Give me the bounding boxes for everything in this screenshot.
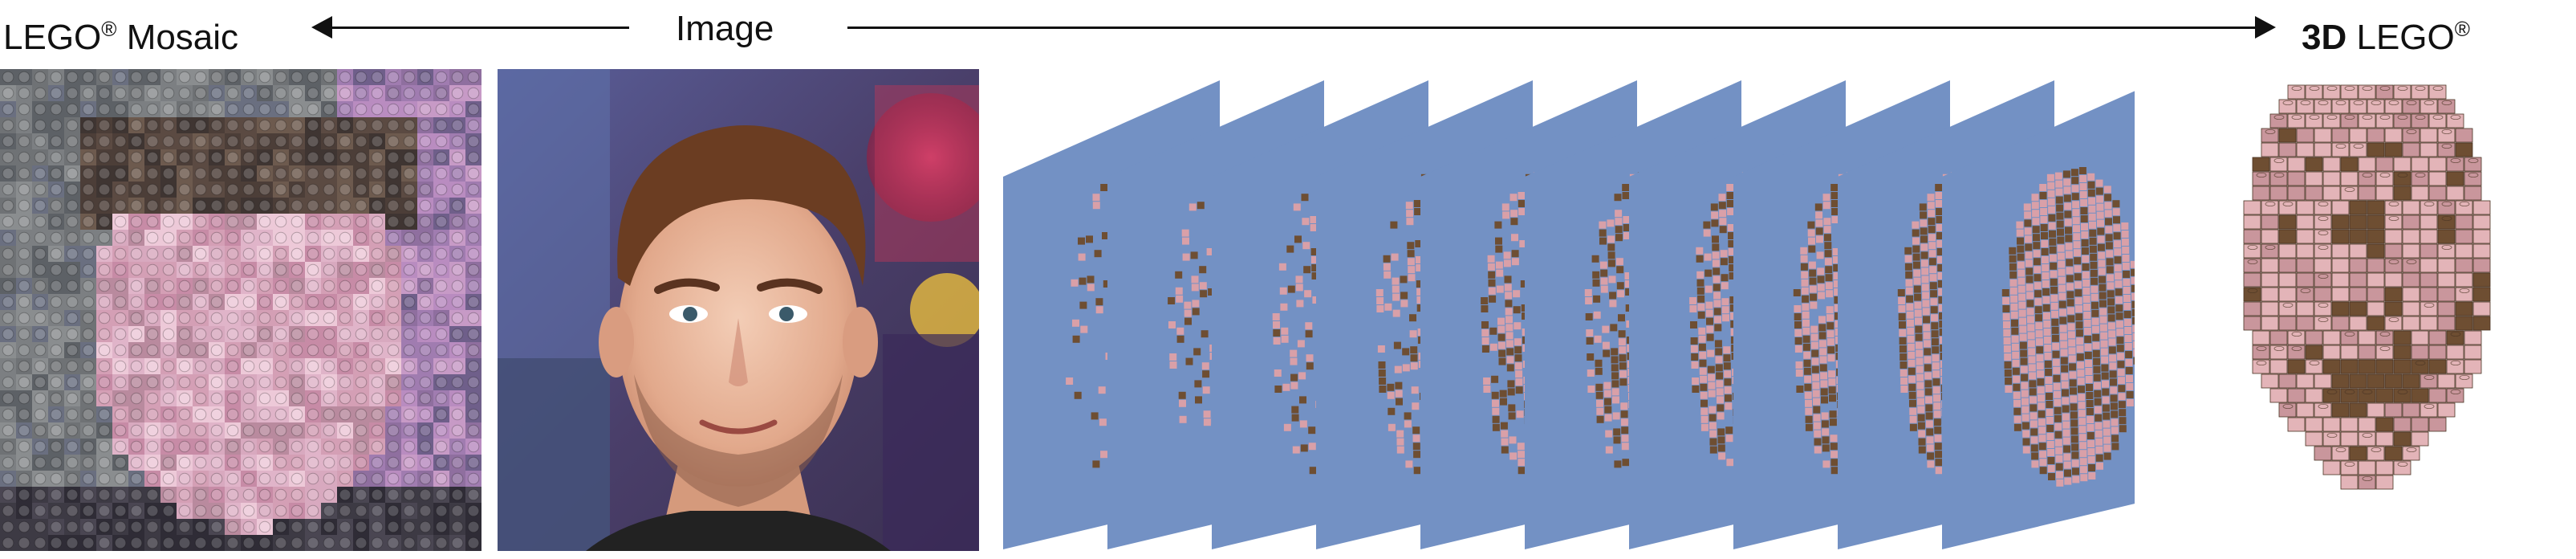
lego-3d-label-bold: 3D (2302, 18, 2347, 57)
lego-3d-label-text: LEGO (2356, 18, 2455, 57)
left-arrow-icon (311, 16, 629, 39)
lego-3d-model (2167, 69, 2568, 551)
depth-slice (1942, 91, 2135, 549)
mosaic-bricks (0, 69, 481, 551)
lego-mosaic-svg (0, 69, 481, 551)
image-label: Image (676, 9, 774, 48)
lego-mosaic-label: LEGO® Mosaic (3, 6, 238, 60)
registered-mark: ® (101, 17, 117, 41)
lego-3d-svg (2243, 84, 2491, 490)
portrait-photo (498, 69, 979, 551)
lego-3d-bricks (2243, 84, 2491, 490)
depth-slices (995, 64, 2135, 559)
portrait-photo-svg (498, 69, 979, 551)
registered-mark-3d: ® (2454, 17, 2470, 41)
lego-3d-label: 3D LEGO® (2302, 6, 2470, 60)
lego-mosaic-label-text: LEGO (3, 18, 102, 57)
right-arrow-icon (847, 16, 2276, 39)
lego-mosaic-image (0, 69, 481, 551)
depth-slices-svg (1003, 80, 2135, 549)
lego-mosaic-label-suffix: Mosaic (126, 18, 239, 57)
